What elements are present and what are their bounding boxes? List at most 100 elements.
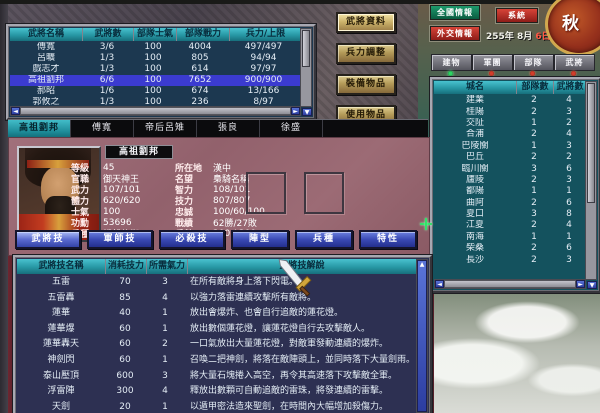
scroll-right-arrow-icon[interactable]: ► <box>291 107 300 115</box>
general-tab[interactable]: 張良 <box>197 120 260 137</box>
city-table-cell: 3 <box>566 106 572 117</box>
scroll-down-arrow-icon[interactable]: ▼ <box>587 281 597 289</box>
city-panel-tab[interactable]: 武將 <box>554 54 595 71</box>
skill-table-cell: 600 <box>116 370 134 381</box>
general-detail-panel: 高祖劉邦 等級 45 所在地 漢中 官職 御天神王 名望 梟騎名稱 武力 107/101 智力 108… <box>8 137 430 256</box>
unit-table-row[interactable]: 呂曠 1/3 100 805 94/94 <box>10 53 301 64</box>
scroll-thumb[interactable] <box>587 83 595 204</box>
action-button[interactable]: 武將資料 <box>336 12 396 33</box>
skill-table-cell: 泰山壓頂 <box>42 370 79 381</box>
city-table-cell: 桂陽 <box>465 106 484 117</box>
unit-table-row[interactable]: 傅寬 3/6 100 4004 497/497 <box>10 42 301 53</box>
city-table-cell: 2 <box>531 174 537 185</box>
city-table-hscrollbar[interactable]: ◄ ► <box>434 279 586 289</box>
unit-table-cell: 戲志才 <box>32 64 60 74</box>
general-portrait <box>17 146 101 242</box>
scroll-up-arrow-icon[interactable]: ▲ <box>417 260 427 412</box>
unit-table-row[interactable]: 戲志才 1/3 100 614 97/97 <box>10 64 301 75</box>
unit-table-row[interactable]: 高祖劉邦 6/6 100 7652 900/900 <box>10 75 301 86</box>
city-panel-tab[interactable]: 軍團 <box>472 54 513 71</box>
skill-table-row[interactable]: 天劍 20 1 以遁甲密法造來聖劍，在時間內大幅增加殺傷力。 <box>17 400 416 413</box>
city-table-row[interactable]: 江夏 2 4 <box>434 220 586 231</box>
stat-value: 梟騎名稱 <box>213 175 250 185</box>
skill-category-button[interactable]: 必殺技 <box>159 230 225 249</box>
city-table-row[interactable]: 柴桑 2 6 <box>434 243 586 254</box>
skill-category-button[interactable]: 特性 <box>359 230 417 249</box>
skill-table-row[interactable]: 蓮華 40 1 放出會爆炸、也會自行追敵的蓮花燈。 <box>17 306 416 322</box>
system-button[interactable]: 系統 <box>496 8 538 23</box>
skill-table-row[interactable]: 五雷 70 3 在所有敵將身上落下閃電。 <box>17 275 416 291</box>
city-panel-tab[interactable]: 建物 <box>431 54 472 71</box>
skill-table-cell: 天劍 <box>51 401 70 412</box>
unit-table-cell: 100 <box>144 53 162 63</box>
unit-table-row[interactable]: 郭攸之 1/3 100 236 8/97 <box>10 97 301 108</box>
skill-table-row[interactable]: 蓮華轟天 60 2 一口氣放出大量蓮花燈，對敵軍發動連續的爆炸。 <box>17 337 416 353</box>
city-header-name: 城名 <box>434 81 516 94</box>
city-table-cell: 長沙 <box>465 254 484 265</box>
city-table-row[interactable]: 桂陽 2 3 <box>434 106 586 117</box>
unit-table-cell: 13/166 <box>247 86 280 96</box>
city-table-row[interactable]: 臨川關 3 6 <box>434 163 586 174</box>
unit-table-cell: 900/900 <box>244 75 283 85</box>
city-panel-tab[interactable]: 部隊 <box>513 54 554 71</box>
city-table-row[interactable]: 廬陵 2 3 <box>434 175 586 186</box>
unit-table-row[interactable]: 郝昭 1/6 100 674 13/166 <box>10 86 301 97</box>
skill-category-button[interactable]: 軍師技 <box>87 230 153 249</box>
skill-table-row[interactable]: 蓮華爆 60 1 放出數個蓮花燈，讓蓮花燈自行去攻擊敵人。 <box>17 322 416 338</box>
stat-value: 807/807 <box>213 195 251 206</box>
skill-table-row[interactable]: 五雷轟 85 4 以強力落雷連續攻擊所有敵將。 <box>17 291 416 307</box>
item-slot[interactable] <box>246 172 286 214</box>
city-table-vscrollbar[interactable] <box>585 81 597 280</box>
action-button[interactable]: 裝備物品 <box>336 74 396 95</box>
unit-table-vscrollbar[interactable] <box>300 28 312 107</box>
unit-table-cell: 高祖劉邦 <box>27 75 64 85</box>
scroll-left-arrow-icon[interactable]: ◄ <box>435 280 444 288</box>
skill-category-button[interactable]: 兵種 <box>295 230 353 249</box>
city-table-cell: 2 <box>531 243 537 254</box>
general-tab[interactable]: 傅寬 <box>71 120 134 137</box>
city-table-row[interactable]: 夏口 3 8 <box>434 209 586 220</box>
city-table-row[interactable]: 巴陵關 1 3 <box>434 141 586 152</box>
skill-table-row[interactable]: 浮雷陣 300 4 釋放出數顆可自動追敵的雷珠，將發連續的雷擊。 <box>17 384 416 400</box>
city-table-row[interactable]: 建業 2 4 <box>434 95 586 106</box>
skill-table-row[interactable]: 泰山壓頂 600 3 將大量石塊捲入高空，再令其高速落下攻擊敵全軍。 <box>17 369 416 385</box>
scroll-track[interactable] <box>444 280 576 288</box>
city-table-cell: 1 <box>531 117 537 128</box>
general-tab[interactable]: 徐盛 <box>260 120 323 137</box>
unit-table-cell: 呂曠 <box>36 53 55 63</box>
skill-category-button[interactable]: 武將技 <box>15 230 81 249</box>
skill-table-cell: 20 <box>119 401 131 412</box>
skill-table-row[interactable]: 神劍閃 60 1 召喚二把神劍，將落在敵陣頭上，並同時落下大量劍雨。 <box>17 353 416 369</box>
general-tab[interactable]: 帝后呂雉 <box>134 120 197 137</box>
city-table-row[interactable]: 合浦 2 4 <box>434 129 586 140</box>
national-info-button[interactable]: 全國情報 <box>430 5 480 20</box>
city-table-row[interactable]: 鄱陽 1 1 <box>434 186 586 197</box>
skill-table-vscrollbar[interactable]: ▲ <box>416 259 428 413</box>
city-table-row[interactable]: 交阯 1 2 <box>434 118 586 129</box>
scroll-right-arrow-icon[interactable]: ► <box>576 280 585 288</box>
scroll-thumb[interactable] <box>302 30 310 67</box>
date-day: 6日 <box>535 32 551 42</box>
stat-label: 士氣 <box>71 208 90 218</box>
scroll-left-arrow-icon[interactable]: ◄ <box>11 107 20 115</box>
unit-table-cell: 8/97 <box>253 97 274 107</box>
scroll-track[interactable] <box>20 107 291 115</box>
skill-category-button[interactable]: 陣型 <box>231 230 289 249</box>
city-table-row[interactable]: 長沙 2 3 <box>434 254 586 265</box>
unit-table-hscrollbar[interactable]: ◄ ► <box>10 106 301 116</box>
general-tab[interactable]: 高祖劉邦 <box>8 120 71 137</box>
city-table-cell: 3 <box>566 254 572 265</box>
city-table-cell: 建業 <box>465 95 484 106</box>
skill-table-cell: 在所有敵將身上落下閃電。 <box>190 277 299 287</box>
unit-table-cell: 6/6 <box>99 75 115 85</box>
city-table-row[interactable]: 曲阿 2 6 <box>434 198 586 209</box>
action-button[interactable]: 兵力調整 <box>336 43 396 64</box>
diplomacy-info-button[interactable]: 外交情報 <box>430 26 480 41</box>
city-table-row[interactable]: 南海 1 1 <box>434 232 586 243</box>
skill-table-cell: 60 <box>119 354 131 365</box>
skill-table-cell: 1 <box>162 323 168 334</box>
unit-table-header: 武將名稱 武將數 部隊士氣 部隊戰力 兵力/上限 <box>10 28 301 41</box>
scroll-down-arrow-icon[interactable]: ▼ <box>302 108 312 116</box>
city-table-row[interactable]: 巴丘 2 2 <box>434 152 586 163</box>
item-slot[interactable] <box>304 172 344 214</box>
